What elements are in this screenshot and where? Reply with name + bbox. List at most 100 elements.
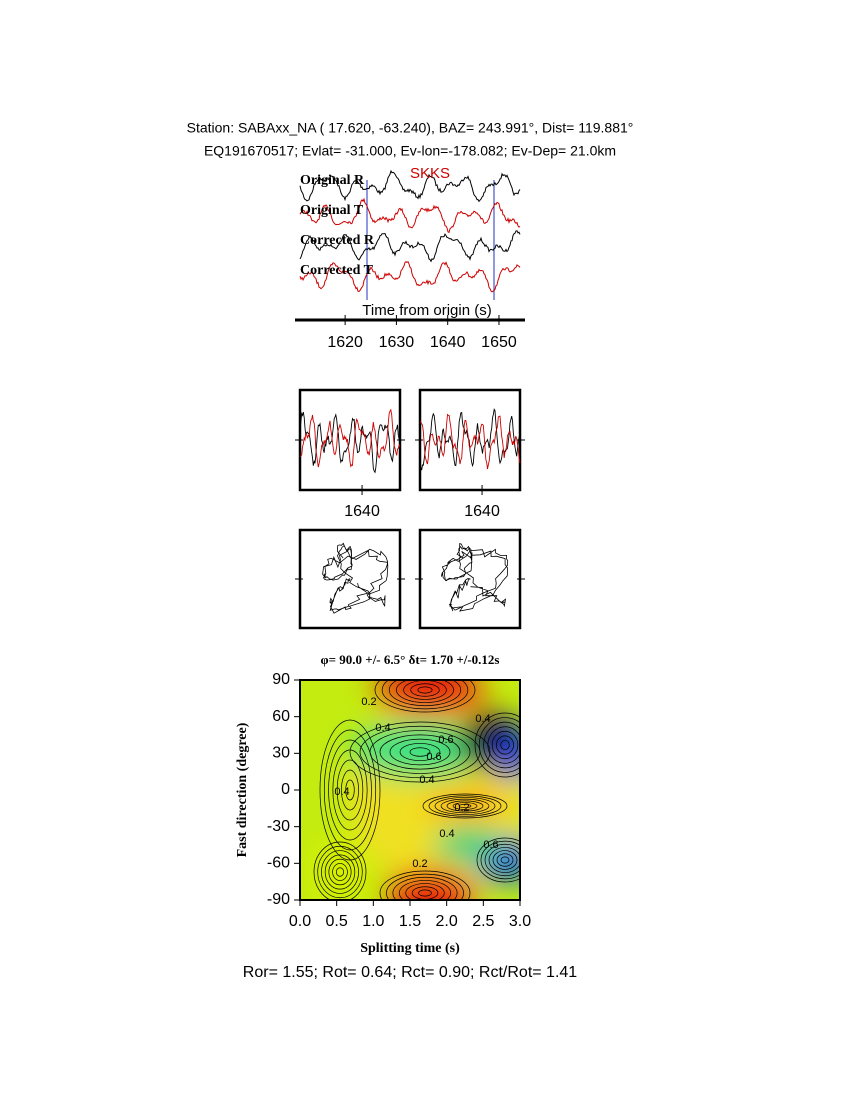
contour-line bbox=[480, 840, 520, 880]
y-tick-label: 30 bbox=[272, 745, 290, 762]
waveform bbox=[299, 408, 401, 468]
x-axis-label: Splitting time (s) bbox=[360, 941, 460, 956]
waveform bbox=[299, 230, 521, 263]
contour-line bbox=[392, 876, 458, 900]
x-tick-label: 1.0 bbox=[362, 913, 384, 930]
contour-fill bbox=[300, 680, 520, 900]
x-tick-label: 1650 bbox=[481, 334, 517, 351]
contour-line bbox=[483, 721, 520, 769]
x-tick-label: 1.5 bbox=[399, 913, 421, 930]
y-tick-label: 60 bbox=[272, 708, 290, 725]
contour-line bbox=[379, 870, 471, 900]
y-tick-label: -60 bbox=[267, 855, 290, 872]
trace-label: Corrected R bbox=[300, 233, 375, 248]
contour-line bbox=[332, 749, 368, 831]
contour-line bbox=[478, 717, 520, 773]
contour-line bbox=[496, 735, 514, 755]
y-tick-label: -30 bbox=[267, 818, 290, 835]
contour-line bbox=[500, 740, 510, 750]
contour-line bbox=[491, 730, 519, 760]
contour-line bbox=[323, 729, 377, 851]
contour-line bbox=[332, 863, 348, 881]
contour-line bbox=[452, 802, 478, 810]
y-tick-label: 90 bbox=[272, 671, 290, 688]
contour-line bbox=[422, 793, 508, 819]
contour-line bbox=[313, 841, 367, 900]
contour-line bbox=[321, 850, 359, 894]
waveform bbox=[299, 260, 521, 293]
x-tick-label: 1620 bbox=[327, 334, 363, 351]
contour-line bbox=[428, 795, 502, 817]
contour-label: 0.4 bbox=[475, 713, 490, 725]
contour-line bbox=[410, 683, 440, 697]
contour-line bbox=[476, 837, 520, 883]
title: Station: SABAxx_NA ( 17.620, -63.240), B… bbox=[187, 120, 634, 136]
x-tick-label: 1640 bbox=[344, 503, 380, 520]
panel-frame bbox=[418, 388, 522, 492]
contour-line bbox=[319, 719, 381, 861]
contour-line bbox=[418, 889, 432, 897]
contour-line bbox=[324, 854, 356, 890]
contour-line bbox=[487, 726, 520, 764]
contour-line bbox=[405, 883, 445, 900]
contour-line bbox=[389, 738, 451, 766]
x-tick-label: 2.0 bbox=[436, 913, 458, 930]
subtitle: EQ191670517; Evlat= -31.000, Ev-lon=-178… bbox=[204, 143, 616, 159]
contour-line bbox=[398, 880, 452, 900]
waveform bbox=[419, 413, 521, 470]
contour-line bbox=[500, 856, 510, 864]
contour-line bbox=[386, 873, 464, 900]
waveform bbox=[299, 169, 521, 203]
contour-line bbox=[345, 779, 355, 801]
contour-line bbox=[458, 803, 472, 809]
contour-label: 0.2 bbox=[412, 858, 427, 870]
phase-label: SKKS bbox=[410, 165, 450, 182]
contour-line bbox=[396, 680, 454, 703]
contour-line bbox=[379, 734, 461, 770]
contour-line bbox=[388, 680, 462, 707]
y-tick-label: -90 bbox=[267, 891, 290, 908]
trace-label: Corrected T bbox=[300, 263, 374, 278]
contour-line bbox=[374, 680, 476, 713]
contour-line bbox=[446, 800, 484, 812]
contour-line bbox=[474, 712, 520, 778]
contour-label: 0.4 bbox=[439, 828, 454, 840]
particle-motion bbox=[440, 543, 509, 612]
y-axis-label: Fast direction (degree) bbox=[235, 722, 250, 857]
contour-line bbox=[440, 798, 490, 814]
contour-line bbox=[328, 739, 372, 841]
y-tick-label: 0 bbox=[281, 781, 290, 798]
x-tick-label: 0.5 bbox=[326, 913, 348, 930]
x-tick-label: 2.5 bbox=[472, 913, 494, 930]
contour-line bbox=[335, 867, 345, 877]
contour-label: 0.6 bbox=[483, 839, 498, 851]
contour-line bbox=[349, 721, 491, 783]
contour-title: φ= 90.0 +/- 6.5° δt= 1.70 +/-0.12s bbox=[321, 652, 500, 667]
waveform bbox=[419, 408, 521, 471]
particle-motion bbox=[322, 542, 389, 614]
x-tick-label: 0.0 bbox=[289, 913, 311, 930]
contour-line bbox=[317, 845, 363, 899]
contour-line bbox=[496, 853, 514, 867]
contour-line bbox=[417, 686, 433, 694]
contour-label: 0.6 bbox=[438, 734, 453, 746]
contour-line bbox=[399, 743, 441, 761]
x-tick-label: 1640 bbox=[464, 503, 500, 520]
contour-line bbox=[409, 747, 431, 757]
contour-line bbox=[484, 843, 520, 877]
contour-label: 0.4 bbox=[375, 722, 390, 734]
trace-label: Original T bbox=[300, 203, 364, 218]
trace-label: Original R bbox=[300, 173, 365, 188]
contour-line bbox=[492, 850, 518, 870]
x-tick-label: 1630 bbox=[379, 334, 415, 351]
contour-line bbox=[381, 680, 469, 710]
contour-line bbox=[341, 769, 359, 811]
x-axis-label: Time from origin (s) bbox=[362, 302, 491, 319]
waveform bbox=[299, 197, 521, 234]
contour-label: 0.4 bbox=[334, 786, 349, 798]
contour-label: 0.4 bbox=[419, 774, 434, 786]
contour-label: 0.2 bbox=[361, 696, 376, 708]
x-tick-label: 1640 bbox=[430, 334, 466, 351]
contour-label: 0.6 bbox=[426, 751, 441, 763]
